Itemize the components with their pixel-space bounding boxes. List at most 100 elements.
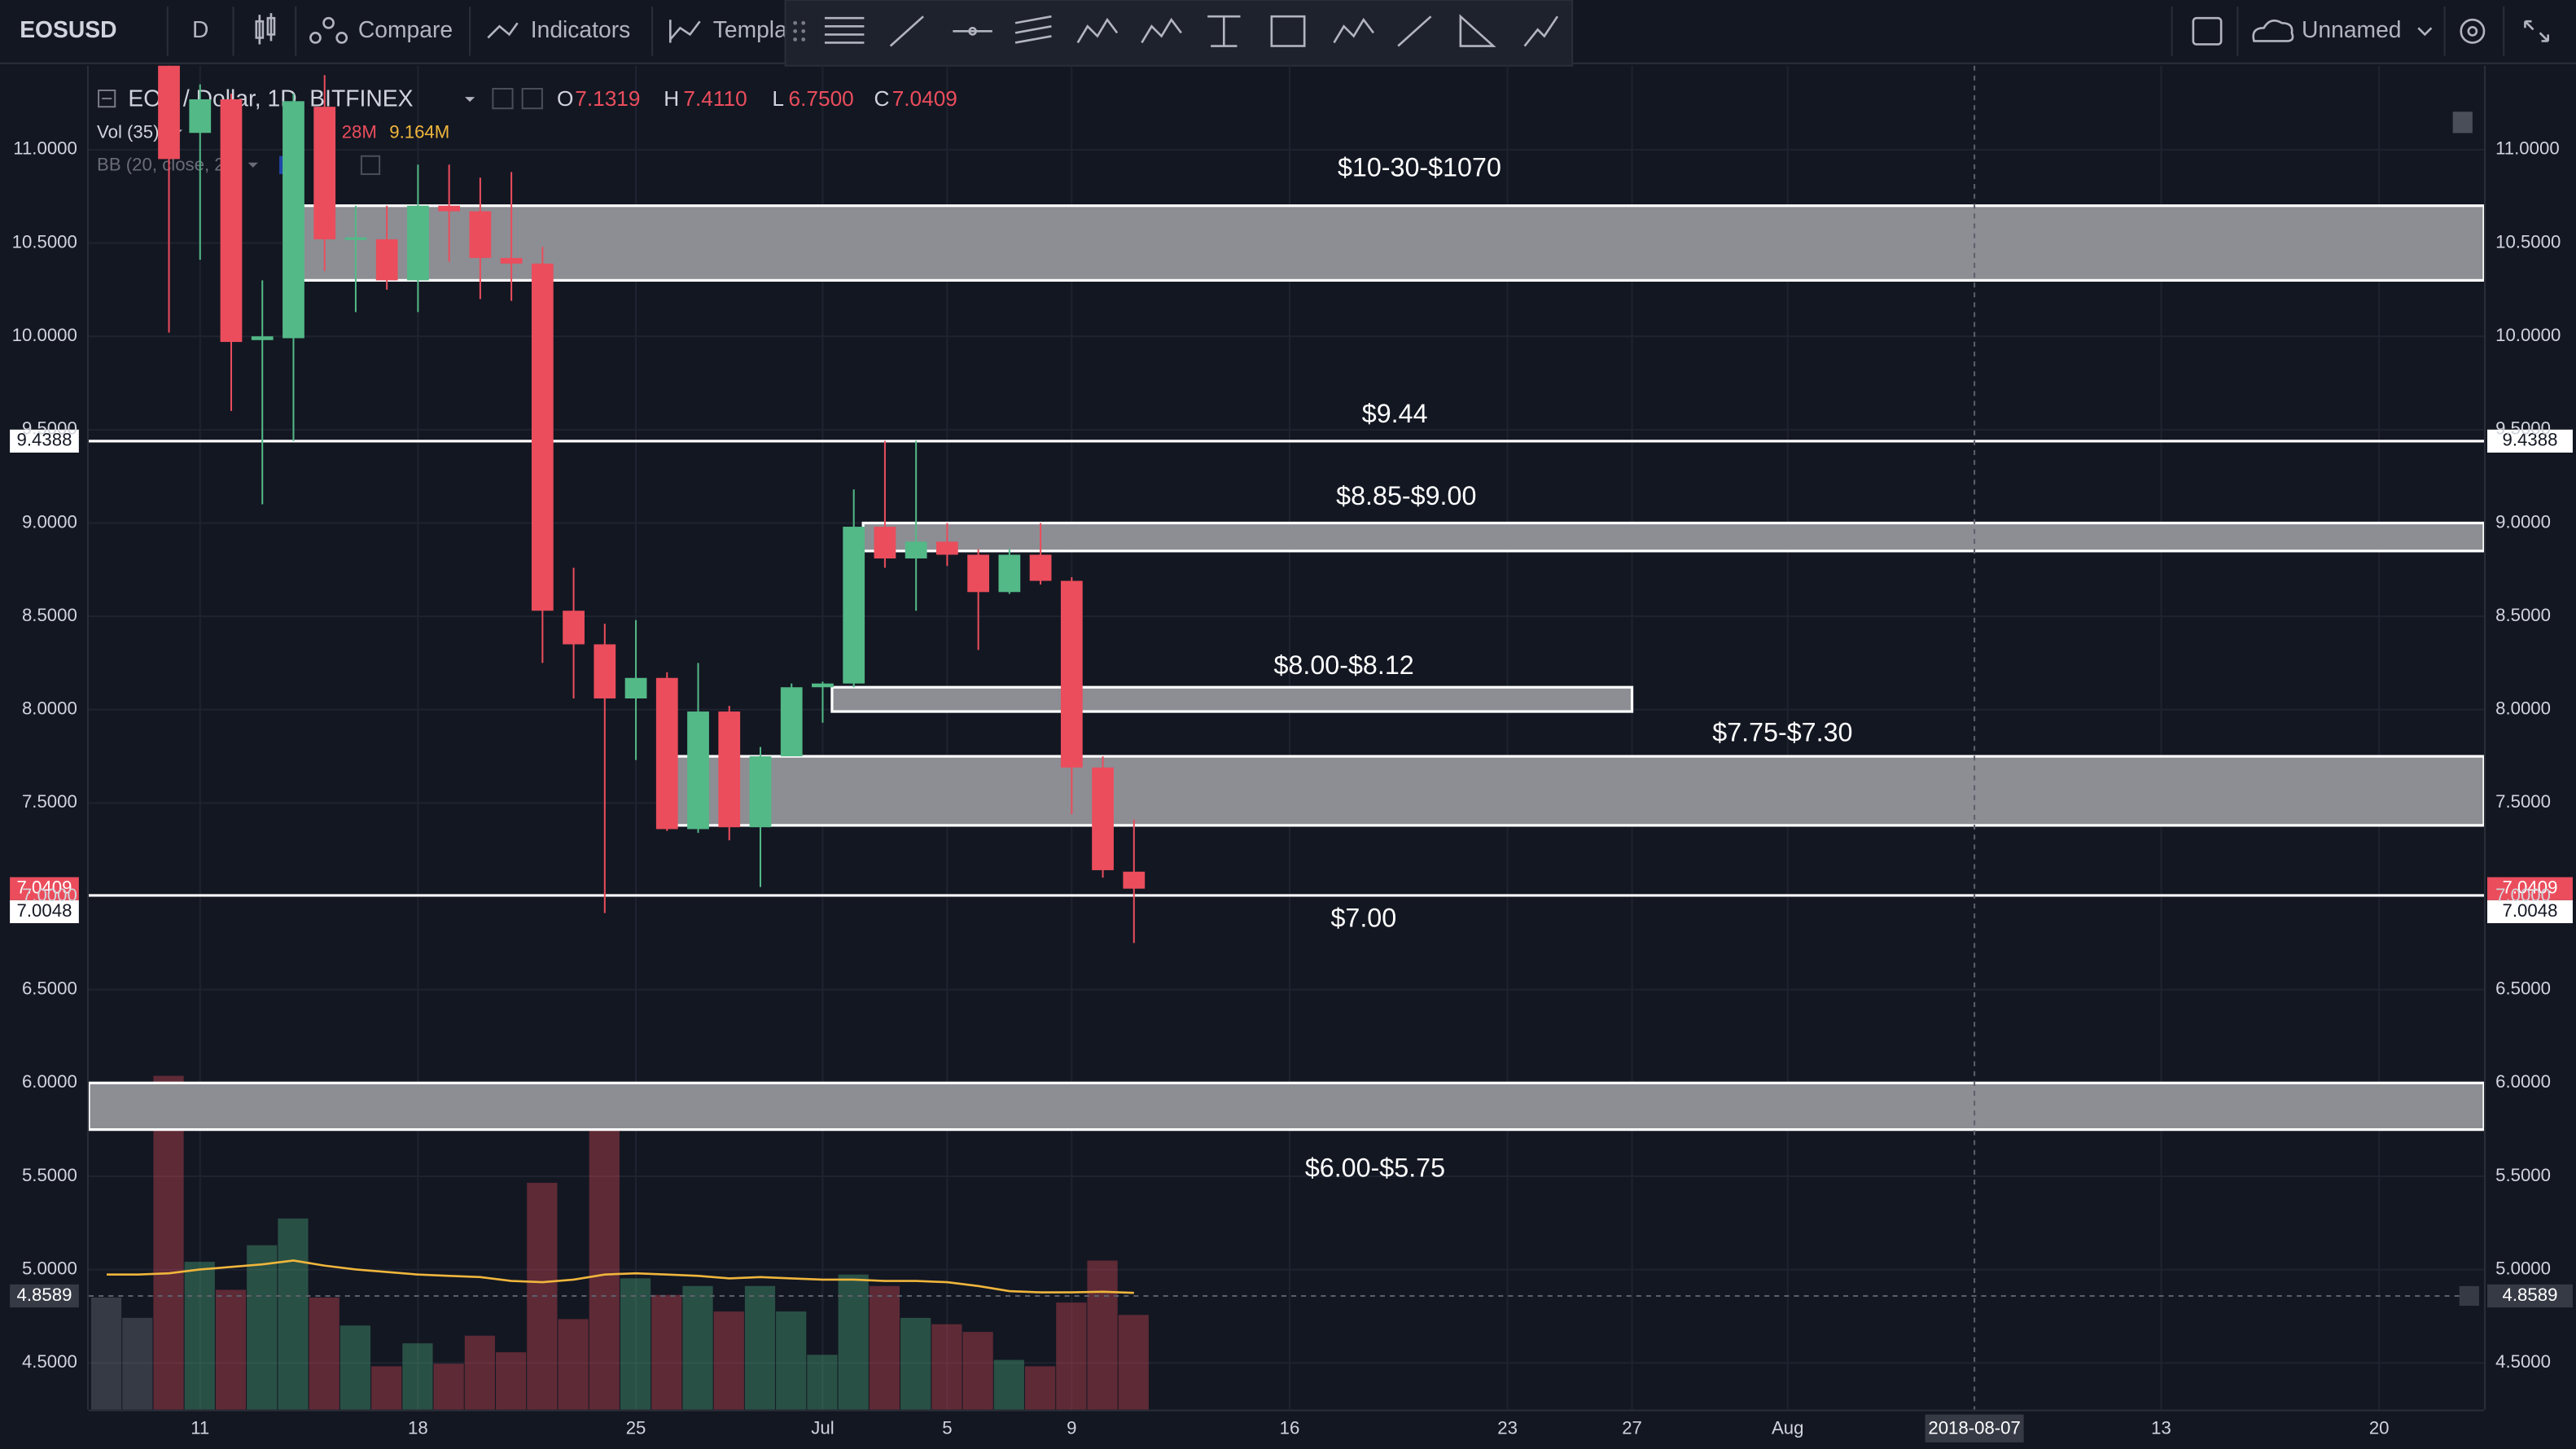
volume-bar bbox=[807, 1355, 838, 1410]
volume-bar bbox=[558, 1319, 589, 1410]
price-box bbox=[2487, 900, 2573, 924]
candle-body bbox=[967, 554, 990, 593]
chart-style-button[interactable] bbox=[255, 13, 276, 45]
x-tick-label: 13 bbox=[2151, 1418, 2171, 1438]
candle-body bbox=[563, 611, 585, 645]
candle-body bbox=[718, 711, 741, 828]
ohlc-value: 7.1319 bbox=[575, 86, 640, 111]
y-tick-label: 10.5000 bbox=[2495, 231, 2561, 252]
templates-button[interactable]: Templa bbox=[713, 16, 787, 42]
volume-bar bbox=[1087, 1260, 1118, 1410]
drawing-tools[interactable] bbox=[824, 14, 1559, 47]
volume-bar bbox=[215, 1289, 247, 1410]
price-box-label: 4.8589 bbox=[17, 1285, 72, 1305]
volume-bar bbox=[776, 1311, 807, 1410]
volume-bar bbox=[620, 1278, 651, 1410]
volume-bar bbox=[340, 1325, 371, 1410]
templates-icon[interactable] bbox=[668, 20, 701, 43]
volume-bar bbox=[278, 1218, 309, 1410]
zone-label: $9.44 bbox=[1362, 399, 1428, 428]
x-tick-label: 16 bbox=[1280, 1418, 1300, 1438]
zone-label: $8.00-$8.12 bbox=[1273, 650, 1413, 680]
price-box bbox=[10, 429, 79, 453]
candle-body bbox=[687, 711, 709, 830]
crosshair-button[interactable] bbox=[2459, 1285, 2479, 1307]
volume-ma-line bbox=[107, 1259, 1134, 1294]
volume-bar bbox=[495, 1352, 527, 1410]
zone bbox=[88, 1081, 2484, 1132]
zone-label: $7.75-$7.30 bbox=[1712, 718, 1852, 747]
symbol[interactable]: EOSUSD bbox=[20, 16, 116, 42]
collapse-icon[interactable] bbox=[98, 89, 116, 108]
candle-body bbox=[905, 541, 927, 559]
candle-body bbox=[998, 554, 1021, 593]
y-tick-label: 10.0000 bbox=[2495, 325, 2561, 345]
pane-button[interactable] bbox=[2452, 112, 2473, 134]
series-caret[interactable] bbox=[465, 97, 475, 103]
volume-bar bbox=[184, 1262, 215, 1410]
zone bbox=[301, 204, 2484, 282]
price-box-label: 9.4388 bbox=[2503, 430, 2558, 450]
price-box bbox=[2487, 429, 2573, 453]
candle-body bbox=[283, 101, 304, 339]
volume-bar bbox=[900, 1317, 931, 1410]
x-tick-label: 25 bbox=[626, 1418, 646, 1438]
series-icon[interactable] bbox=[492, 87, 514, 110]
volume-bar bbox=[838, 1274, 869, 1410]
settings-button[interactable] bbox=[2460, 18, 2486, 44]
series-icon[interactable] bbox=[521, 87, 543, 110]
price-box bbox=[2487, 1284, 2573, 1308]
volume-bar bbox=[744, 1285, 776, 1410]
price-box-label: 7.0409 bbox=[2503, 878, 2558, 898]
x-tick-label: 9 bbox=[1067, 1418, 1076, 1438]
candle-body bbox=[655, 677, 678, 830]
volume-value: 28M bbox=[342, 121, 377, 142]
y-tick-label: 5.5000 bbox=[2495, 1165, 2551, 1185]
layout-name[interactable]: Unnamed bbox=[2302, 16, 2401, 42]
y-tick-label: 11.0000 bbox=[13, 138, 77, 159]
x-tick-label: 5 bbox=[942, 1418, 952, 1438]
zone-label: $6.00-$5.75 bbox=[1305, 1153, 1445, 1182]
candle-body bbox=[158, 65, 180, 160]
volume-bar bbox=[90, 1297, 122, 1410]
ohlc-value: 7.4110 bbox=[683, 86, 747, 111]
ohlc-key: L bbox=[772, 86, 784, 111]
y-tick-label: 5.0000 bbox=[2495, 1258, 2551, 1278]
indicators-button[interactable]: Indicators bbox=[531, 16, 630, 42]
indicators-icon[interactable] bbox=[487, 22, 519, 39]
x-tick-label: 23 bbox=[1497, 1418, 1518, 1438]
interval[interactable]: D bbox=[192, 16, 208, 42]
candle-body bbox=[375, 239, 398, 281]
bb-caret[interactable] bbox=[248, 162, 258, 168]
volume-bar bbox=[402, 1343, 433, 1410]
x-tick-label: 27 bbox=[1622, 1418, 1642, 1438]
price-box-label: 7.0048 bbox=[17, 900, 72, 921]
candle-body bbox=[1060, 580, 1083, 768]
y-tick-label: 8.0000 bbox=[22, 698, 77, 719]
volume-bar bbox=[371, 1366, 402, 1410]
ohlc-key: C bbox=[874, 86, 890, 111]
crosshair-x-box bbox=[1925, 1414, 2024, 1442]
fullscreen-box[interactable] bbox=[2192, 16, 2223, 46]
candle-body bbox=[812, 683, 834, 688]
y-tick-label: 9.0000 bbox=[2495, 511, 2551, 532]
layout-caret[interactable] bbox=[2417, 27, 2433, 37]
zone bbox=[675, 755, 2484, 827]
drag-handle[interactable] bbox=[793, 20, 806, 42]
volume-bar bbox=[309, 1297, 340, 1410]
volume-bar bbox=[464, 1335, 495, 1410]
bb-icon[interactable] bbox=[360, 155, 381, 175]
compare-icon[interactable] bbox=[309, 16, 348, 44]
x-tick-label: 18 bbox=[408, 1418, 428, 1438]
y-tick-label: 11.0000 bbox=[2495, 138, 2560, 159]
y-tick-label: 6.0000 bbox=[22, 1071, 77, 1092]
drawing-toolbar bbox=[784, 0, 1574, 67]
candles bbox=[158, 65, 1146, 943]
cloud-icon[interactable] bbox=[2252, 20, 2294, 42]
zone bbox=[861, 521, 2484, 553]
candle-body bbox=[843, 527, 865, 684]
price-box-label: 9.4388 bbox=[17, 430, 72, 450]
expand-button[interactable] bbox=[2524, 20, 2550, 42]
compare-button[interactable]: Compare bbox=[358, 16, 453, 42]
